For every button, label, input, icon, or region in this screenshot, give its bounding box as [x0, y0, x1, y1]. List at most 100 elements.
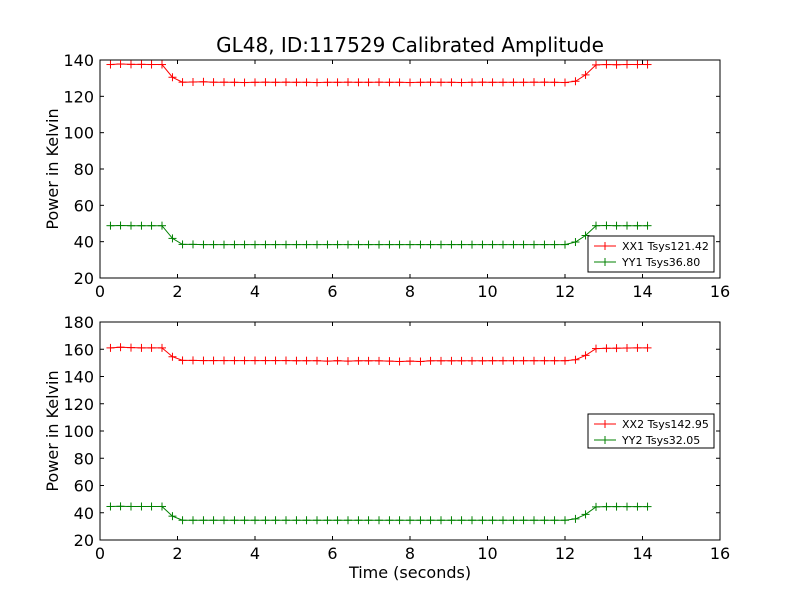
data-point — [612, 344, 621, 353]
data-point — [457, 78, 466, 87]
data-point — [323, 357, 332, 366]
data-point — [364, 78, 373, 87]
data-point — [106, 343, 115, 352]
x-tick-label: 16 — [710, 544, 730, 563]
data-point — [364, 356, 373, 365]
data-point — [189, 516, 197, 525]
y-tick-label: 100 — [63, 124, 94, 143]
data-point — [240, 240, 249, 249]
y-tick-label: 120 — [63, 87, 94, 106]
data-point — [623, 60, 631, 69]
data-point — [147, 343, 156, 352]
data-point — [292, 78, 301, 87]
data-point — [209, 78, 218, 87]
data-point — [364, 516, 373, 525]
legend-box — [587, 235, 715, 273]
y-tick-label: 40 — [74, 233, 94, 252]
x-tick-label: 4 — [250, 282, 260, 301]
data-point — [251, 356, 259, 365]
data-point — [354, 78, 363, 87]
data-point — [406, 78, 414, 87]
y-axis-label: Power in Kelvin — [43, 108, 62, 229]
data-point — [344, 357, 352, 366]
data-point — [478, 356, 487, 365]
data-point — [550, 240, 559, 249]
data-point — [364, 240, 373, 249]
y-tick-label: 60 — [74, 196, 94, 215]
data-point — [488, 516, 497, 525]
data-point — [271, 356, 280, 365]
data-point — [602, 502, 611, 511]
x-tick-label: 4 — [250, 544, 260, 563]
data-point — [395, 357, 404, 366]
data-point — [106, 60, 115, 69]
data-point — [375, 78, 383, 87]
x-tick-label: 16 — [710, 282, 730, 301]
y-tick-label: 80 — [74, 160, 94, 179]
data-point — [313, 240, 321, 249]
data-point — [478, 516, 487, 525]
y-tick-label: 80 — [74, 449, 94, 468]
data-point — [106, 502, 115, 511]
data-point — [292, 516, 301, 525]
data-point — [478, 240, 487, 249]
data-point — [592, 221, 600, 230]
data-point — [499, 78, 507, 87]
data-point — [282, 356, 290, 365]
data-point — [302, 240, 311, 249]
data-point — [623, 502, 631, 511]
data-point — [137, 60, 146, 69]
data-point — [602, 221, 611, 230]
data-point — [509, 240, 518, 249]
data-point — [530, 78, 538, 87]
data-point — [499, 516, 507, 525]
y-tick-label: 180 — [63, 313, 94, 332]
data-point — [302, 78, 311, 87]
data-point — [344, 78, 352, 87]
data-point — [199, 516, 208, 525]
data-point — [116, 343, 125, 352]
data-point — [271, 516, 280, 525]
legend-entry-label: XX2 Tsys142.95 — [622, 418, 709, 431]
x-tick-label: 8 — [405, 544, 415, 563]
x-tick-label: 6 — [327, 282, 337, 301]
data-point — [189, 356, 197, 365]
data-point — [499, 356, 507, 365]
data-point — [612, 60, 621, 69]
data-point — [571, 238, 580, 247]
data-point — [385, 78, 394, 87]
data-point — [230, 356, 239, 365]
data-point — [333, 78, 342, 87]
data-point — [509, 356, 518, 365]
data-point — [344, 516, 352, 525]
data-point — [220, 516, 228, 525]
data-point — [437, 240, 445, 249]
data-point — [530, 516, 538, 525]
data-point — [323, 78, 332, 87]
x-tick-label: 2 — [172, 282, 182, 301]
data-point — [209, 516, 218, 525]
legend: XX1 Tsys121.42 YY1 Tsys36.80 — [587, 235, 715, 273]
data-point — [333, 356, 342, 365]
data-point — [158, 221, 166, 230]
top-plot: GL48, ID:117529 Calibrated Amplitude 0 2 4 6… — [43, 33, 730, 301]
data-point — [261, 516, 270, 525]
data-point — [375, 516, 383, 525]
data-point — [313, 356, 321, 365]
x-tick-label: 14 — [632, 282, 652, 301]
data-point — [333, 240, 342, 249]
y-tick-label: 20 — [74, 269, 94, 288]
data-point — [633, 502, 642, 511]
data-point — [220, 78, 228, 87]
x-tick-label: 0 — [95, 282, 105, 301]
data-point — [209, 356, 218, 365]
data-point — [178, 78, 187, 87]
data-point — [530, 356, 538, 365]
data-point — [282, 516, 290, 525]
data-point — [375, 240, 383, 249]
data-point — [199, 77, 208, 86]
data-point — [261, 240, 270, 249]
data-point — [581, 510, 590, 519]
data-point — [540, 516, 549, 525]
